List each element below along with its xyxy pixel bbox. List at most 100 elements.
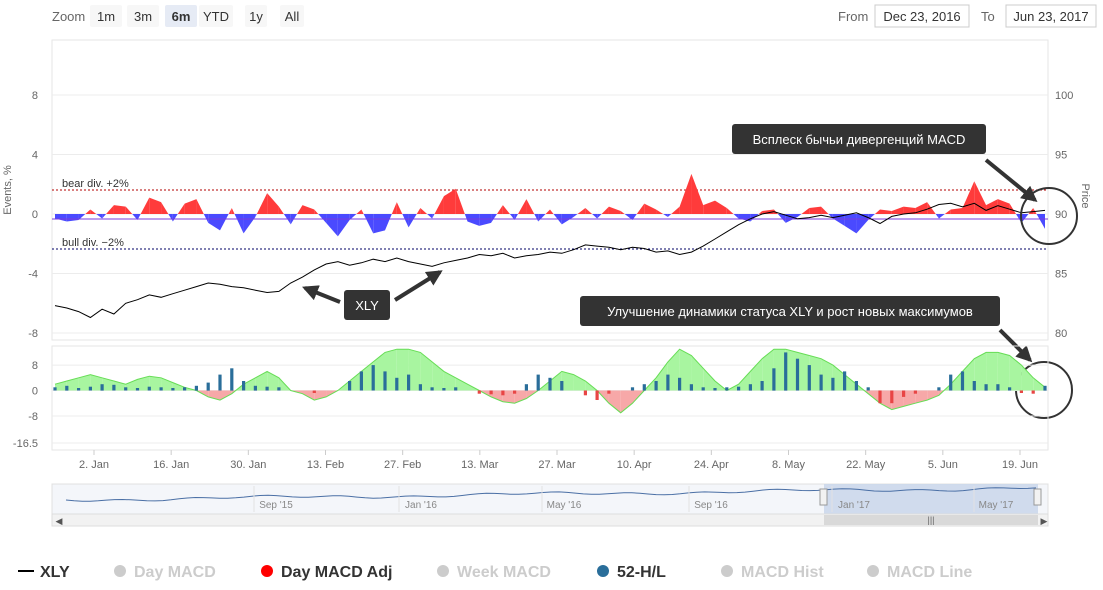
macd-hist-segment: [396, 349, 409, 391]
navigator-left-handle[interactable]: [819, 488, 828, 506]
hl-bar: [53, 387, 57, 391]
macd-adj-segment: [1033, 208, 1037, 214]
macd-hist-segment: [903, 390, 916, 407]
xly-callout: XLY: [302, 270, 443, 320]
xly-price-line: [54, 202, 1046, 319]
zoom-button-all[interactable]: [280, 5, 304, 27]
zoom-button-1m[interactable]: [90, 5, 122, 27]
macd-hist-segment: [149, 376, 162, 391]
macd-adj-segment: [479, 214, 492, 226]
legend-item-macd-line[interactable]: MACD Line: [867, 564, 972, 581]
legend-label: Day MACD: [134, 564, 216, 581]
hl-bar: [242, 381, 246, 391]
macd-hist-segment: [703, 368, 715, 391]
macd-adj-segment: [1036, 214, 1045, 229]
zoom-button-label: 1y: [249, 9, 263, 24]
hl-bar: [442, 388, 446, 391]
hl-bar: [77, 388, 81, 391]
hl-bar: [607, 390, 611, 394]
hl-bar: [1019, 390, 1023, 393]
zoom-label: Zoom: [52, 9, 85, 24]
macd-hist-segment: [915, 390, 928, 404]
macd-adj-segment: [663, 214, 668, 217]
legend-label: Day MACD Adj: [281, 564, 392, 581]
legend-item-xly[interactable]: XLY: [18, 564, 70, 581]
price-tick-label: 80: [1055, 328, 1067, 340]
macd-adj-segment: [297, 205, 303, 214]
legend-label: Week MACD: [457, 564, 551, 581]
macd-adj-segment: [149, 197, 162, 214]
macd-adj-segment: [608, 206, 621, 214]
scroll-right-icon[interactable]: ▶: [1041, 516, 1048, 526]
macd-adj-segment: [168, 214, 173, 222]
hl-bar: [878, 390, 882, 404]
legend-dot-icon: [721, 565, 733, 577]
macd-hist-segment: [373, 352, 385, 391]
x-tick-label: 22. May: [846, 459, 886, 471]
macd-adj-segment: [1009, 203, 1016, 214]
legend-item-day-macd[interactable]: Day MACD: [114, 564, 216, 581]
price-axis-title: Price: [1079, 183, 1091, 208]
macd-hist-segment: [550, 371, 562, 391]
macd-hist-segment: [408, 349, 421, 391]
macd-adj-segment: [667, 214, 672, 217]
from-input[interactable]: [874, 4, 970, 28]
zoom-button-3m[interactable]: [127, 5, 159, 27]
legend-dot-icon: [597, 565, 609, 577]
hl-bar: [265, 386, 269, 391]
events-tick-label: -4: [28, 269, 38, 281]
hl-bar: [371, 365, 375, 391]
macd-adj-segment: [172, 214, 178, 222]
navigator-scrollbar-thumb[interactable]: [824, 515, 1038, 525]
hl-bar: [135, 388, 140, 391]
from-value: Dec 23, 2016: [883, 9, 960, 24]
macd-adj-segment: [656, 209, 664, 214]
macd-hist-segment: [455, 377, 468, 391]
macd-adj-segment: [550, 209, 554, 214]
macd-adj-segment: [679, 173, 692, 214]
macd-adj-segment: [196, 199, 204, 214]
hl-bar: [159, 387, 163, 391]
navigator-selection[interactable]: [824, 484, 1038, 514]
status-callout-box: [580, 296, 1000, 326]
macd-adj-segment: [703, 200, 715, 214]
macd-hist-segment: [137, 376, 150, 391]
hl-bar: [960, 371, 965, 391]
legend-item-day-macd-adj[interactable]: Day MACD Adj: [261, 564, 392, 581]
navigator[interactable]: Sep '15 Jan '16 May '16 Sep '16 Jan '17 May '…: [51, 483, 1049, 527]
hl-bar: [171, 388, 175, 391]
macd-adj-segment: [125, 206, 133, 214]
scroll-left-icon[interactable]: ◀: [56, 516, 63, 526]
zoom-button-6m[interactable]: [165, 5, 197, 27]
navigator-label: Jan '16: [405, 500, 437, 511]
macd-hist-segment: [785, 349, 798, 391]
status-callout: Улучшение динамики статуса XLY и рост но…: [580, 296, 1073, 419]
zoom-button-1y[interactable]: [245, 5, 267, 27]
to-input[interactable]: [1005, 4, 1097, 28]
hl-bar: [831, 377, 835, 391]
macd-adj-segment: [427, 214, 433, 219]
navigator-right-handle[interactable]: [1033, 488, 1042, 506]
legend-item-week-macd[interactable]: Week MACD: [437, 564, 551, 581]
macd-adj-segment: [585, 208, 593, 214]
macd-adj-segment: [797, 214, 802, 217]
macd-adj-segment: [363, 214, 374, 234]
macd-adj-segment: [231, 208, 235, 214]
bull-div-label: bull div. −2%: [62, 237, 124, 249]
macd-adj-segment: [620, 211, 625, 214]
events-tick-label: 0: [32, 209, 38, 221]
macd-adj-segment: [962, 181, 975, 214]
macd-hist-segment: [161, 377, 173, 391]
legend-item-macd-hist[interactable]: MACD Hist: [721, 564, 824, 581]
macd-adj-segment: [828, 214, 833, 219]
macd-hist-segment: [1033, 377, 1045, 391]
hl-bar: [595, 390, 599, 400]
macd-adj-segment: [314, 209, 319, 214]
navigator-scrollbar[interactable]: [51, 513, 1049, 527]
hl-bar: [630, 387, 635, 391]
bullish-callout-box: [732, 124, 986, 154]
hl-bar: [395, 377, 399, 391]
zoom-button-ytd[interactable]: [199, 5, 233, 27]
macd-adj-segment: [467, 214, 480, 226]
legend-item-52-h-l[interactable]: 52-H/L: [597, 564, 666, 581]
